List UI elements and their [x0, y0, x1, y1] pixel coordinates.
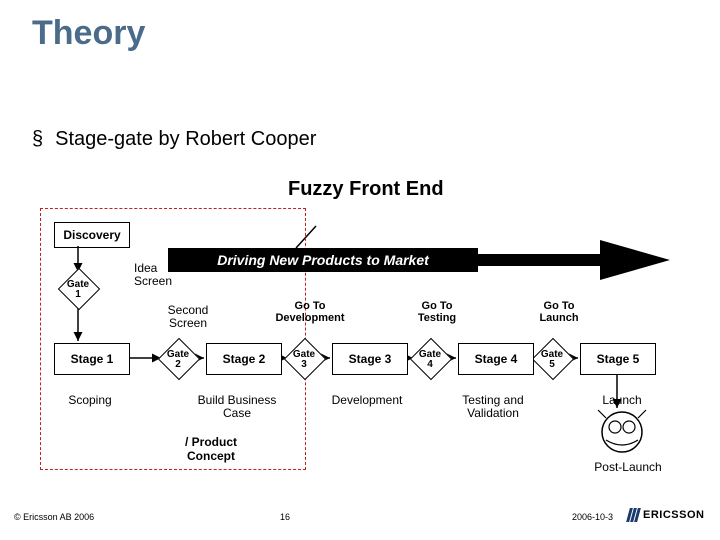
ericsson-stripes-icon: [628, 508, 639, 522]
postlaunch-label: Post-Launch: [588, 461, 668, 474]
postlaunch-icon: [0, 0, 720, 540]
footer-page: 16: [280, 512, 290, 522]
footer-date: 2006-10-3: [572, 512, 613, 522]
footer-copyright: © Ericsson AB 2006: [14, 512, 94, 522]
footer-logo-text: ERICSSON: [643, 509, 704, 521]
footer-logo: ERICSSON: [628, 508, 704, 522]
